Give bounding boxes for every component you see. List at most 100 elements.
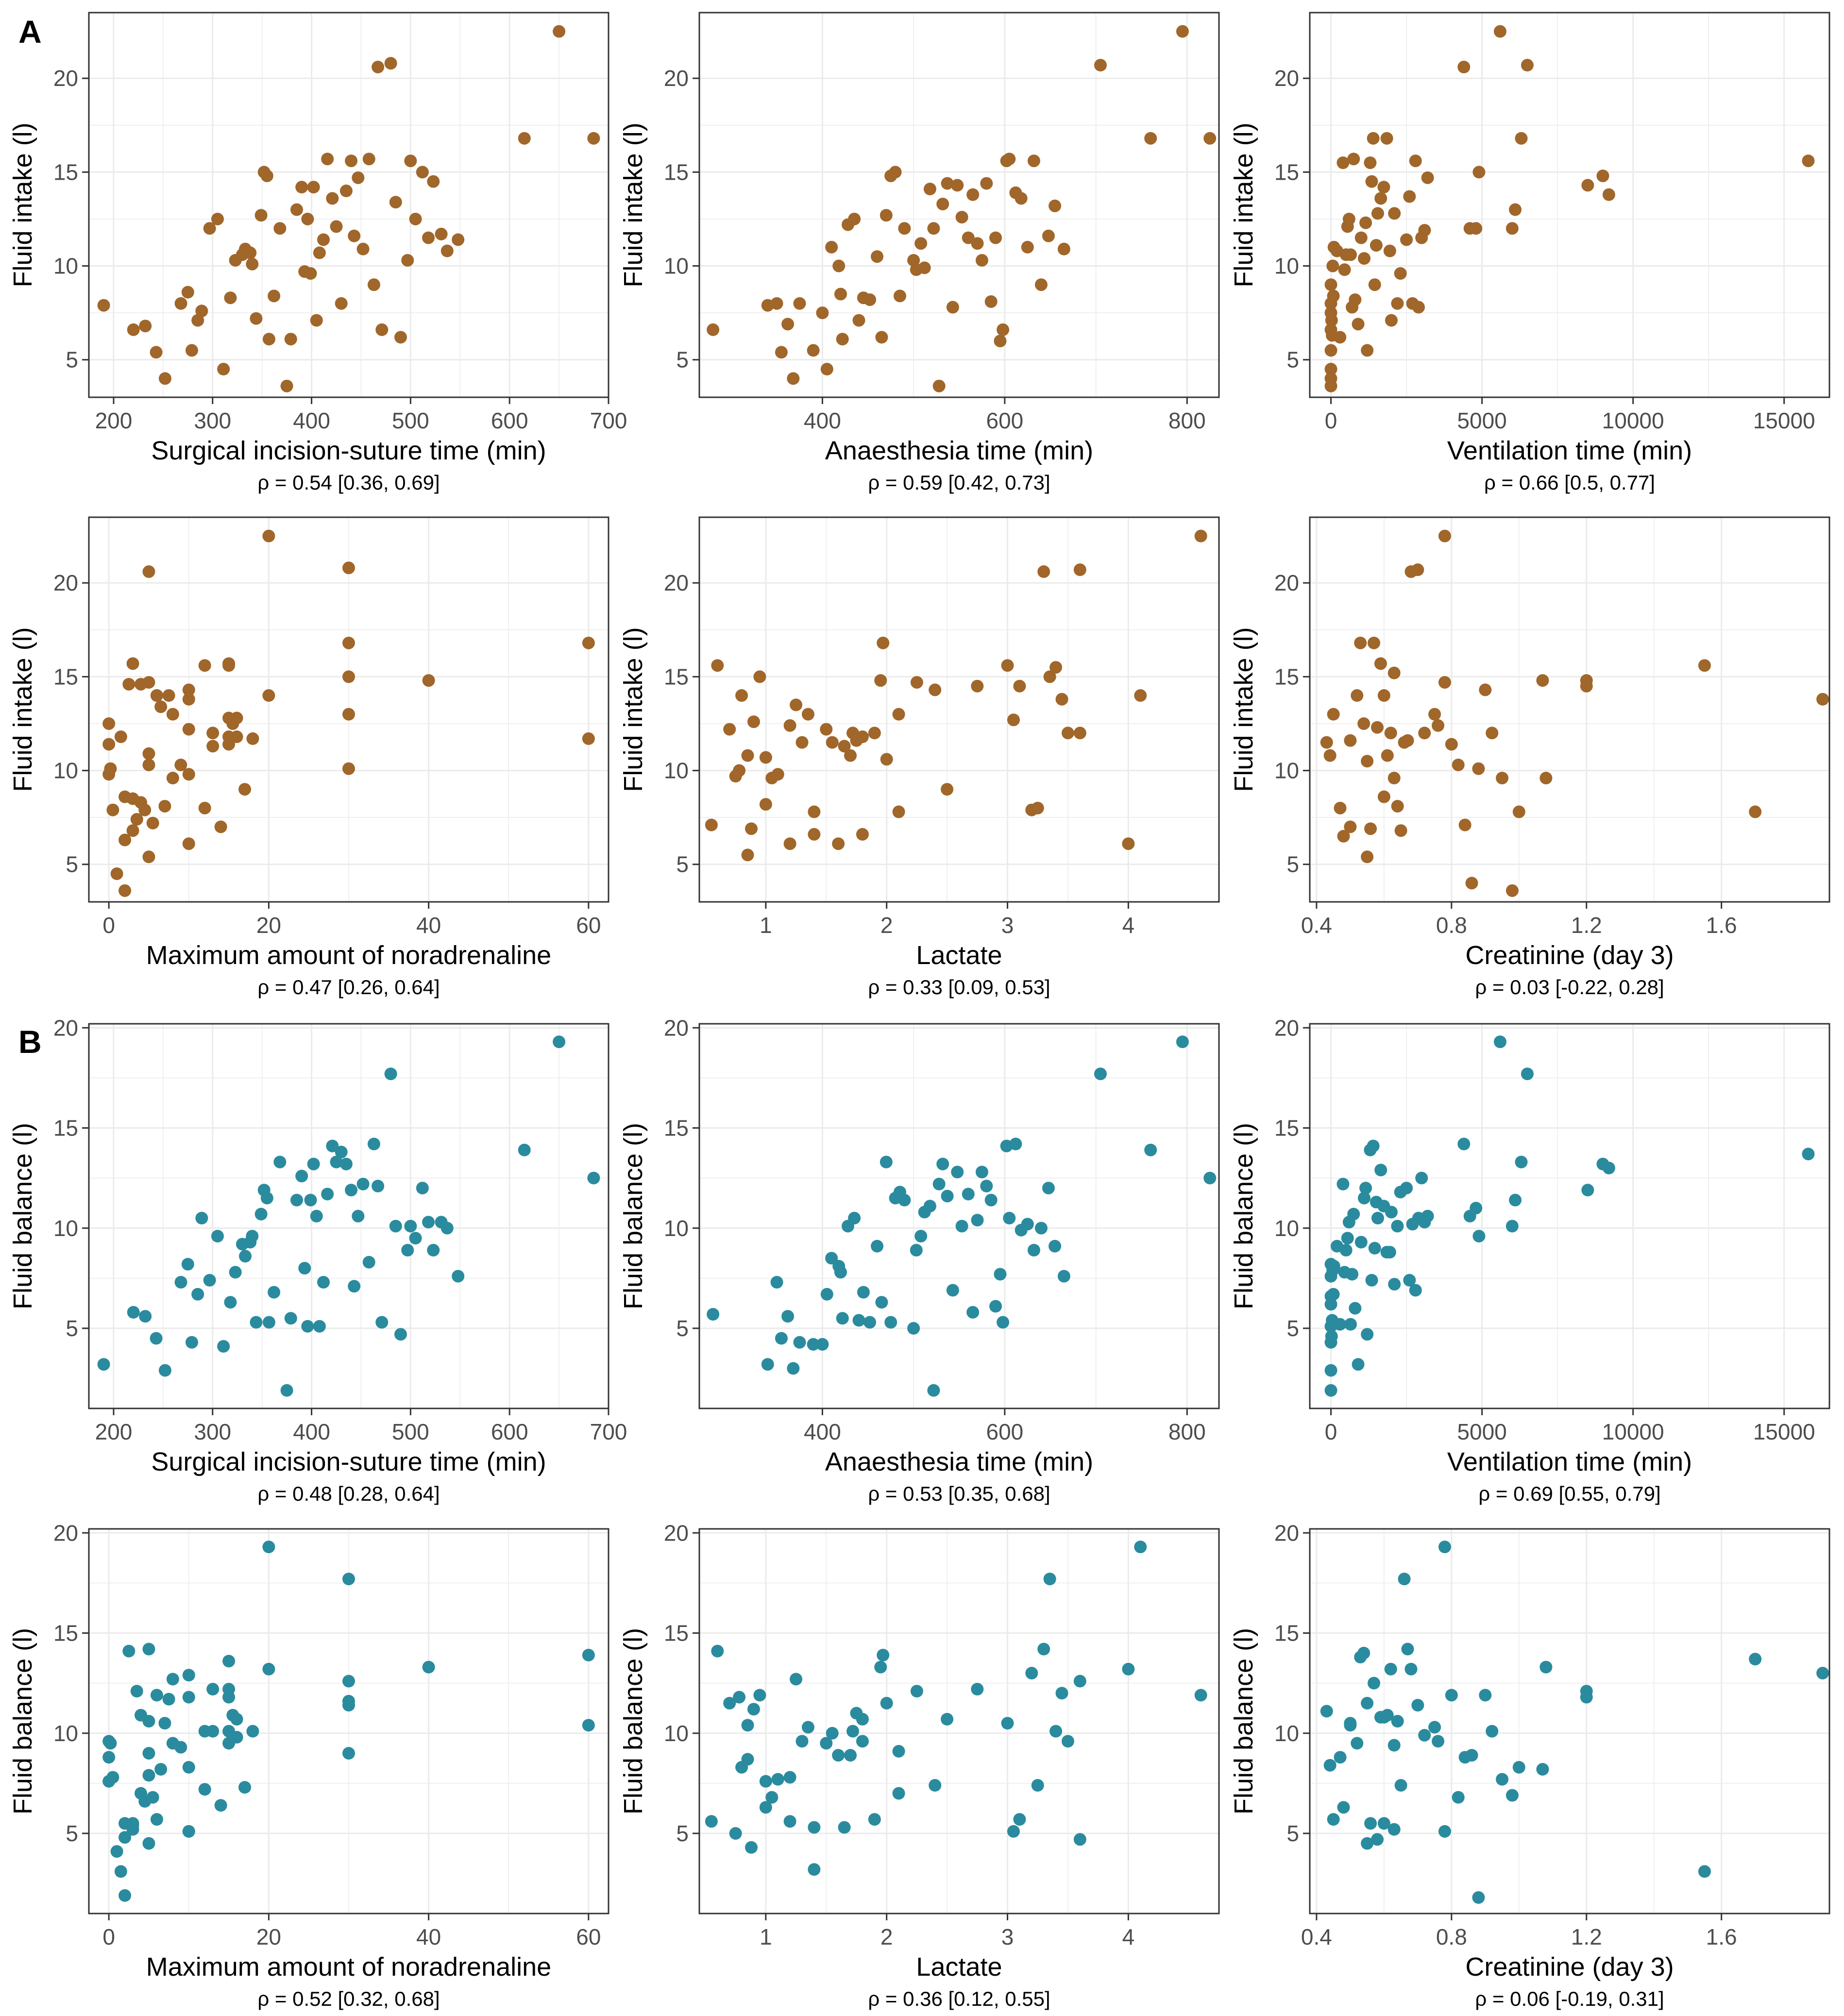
- data-point: [230, 1731, 243, 1744]
- data-point: [1698, 1865, 1711, 1878]
- data-point: [401, 254, 414, 267]
- y-tick-label: 5: [66, 852, 78, 877]
- data-point: [1400, 1182, 1413, 1195]
- data-point: [832, 1749, 845, 1762]
- data-point: [971, 679, 984, 693]
- data-point: [848, 1212, 861, 1225]
- data-point: [1061, 727, 1074, 740]
- data-point: [966, 188, 980, 201]
- data-point: [790, 698, 803, 712]
- data-point: [1493, 25, 1506, 38]
- data-point: [759, 751, 772, 764]
- data-point: [290, 1194, 303, 1206]
- data-point: [162, 1693, 175, 1706]
- data-point: [745, 1841, 758, 1854]
- data-point: [1320, 736, 1333, 749]
- data-point: [1539, 772, 1553, 785]
- data-point: [914, 1230, 928, 1243]
- data-point: [955, 1220, 968, 1233]
- data-point: [1357, 1646, 1370, 1660]
- data-point: [262, 529, 275, 542]
- x-tick-label: 0: [1325, 1419, 1337, 1444]
- data-point: [761, 1358, 774, 1371]
- data-point: [989, 1300, 1002, 1313]
- data-point: [1387, 666, 1401, 679]
- data-point: [356, 242, 370, 255]
- data-point: [185, 1336, 198, 1349]
- data-point: [122, 1644, 135, 1658]
- data-point: [246, 1230, 259, 1243]
- data-point: [808, 828, 821, 841]
- x-tick-label: 5000: [1457, 1419, 1506, 1444]
- y-tick-label: 5: [676, 1316, 689, 1341]
- data-point: [1359, 216, 1372, 229]
- data-point: [304, 267, 317, 280]
- x-tick-label: 10000: [1602, 1419, 1664, 1444]
- data-point: [781, 318, 795, 331]
- data-point: [936, 1157, 949, 1170]
- data-point: [834, 1266, 847, 1279]
- data-point: [946, 1284, 959, 1297]
- data-point: [927, 222, 940, 235]
- y-axis-title: Fluid intake (l): [8, 627, 37, 792]
- data-point: [775, 1332, 788, 1345]
- scatter-chart-1: 200 300 400 500 600 700 5 10 15 20 Surgical incisi…: [8, 12, 627, 494]
- data-point: [427, 175, 440, 188]
- data-point: [422, 674, 435, 687]
- scatter-chart-5: 1 2 3 4 5 10 15 20 Lactate Fluid intake (l) ρ = 0.…: [619, 516, 1220, 999]
- data-point: [154, 700, 168, 713]
- data-point: [1415, 1171, 1428, 1185]
- data-point: [182, 1825, 195, 1838]
- data-point: [787, 1362, 800, 1375]
- data-point: [852, 314, 865, 327]
- scatter-chart-4: 0 20 40 60 5 10 15 20 Maximum amount of noradren…: [8, 516, 609, 999]
- data-point: [150, 1689, 163, 1702]
- data-point: [1049, 661, 1063, 674]
- data-point: [217, 1340, 230, 1353]
- data-point: [1055, 1687, 1068, 1700]
- data-point: [1043, 1573, 1056, 1586]
- data-point: [1465, 877, 1478, 890]
- data-point: [1339, 1244, 1353, 1257]
- data-point: [1327, 708, 1340, 721]
- data-point: [863, 1316, 877, 1329]
- data-point: [723, 1696, 736, 1710]
- plot-area: [699, 517, 1219, 902]
- data-point: [185, 344, 198, 357]
- data-point: [984, 1194, 998, 1206]
- data-point: [711, 659, 724, 672]
- data-point: [262, 689, 275, 702]
- data-point: [877, 636, 890, 649]
- data-point: [1073, 1675, 1086, 1688]
- plot-frame: [88, 516, 609, 903]
- data-point: [1394, 1779, 1407, 1792]
- data-point: [342, 561, 355, 575]
- data-point: [783, 1771, 796, 1784]
- data-point: [211, 212, 224, 225]
- data-point: [962, 231, 975, 244]
- data-point: [1384, 1662, 1397, 1676]
- correlation-stat: ρ = 0.69 [0.55, 0.79]: [1478, 1482, 1660, 1505]
- y-tick-label: 10: [53, 1216, 78, 1241]
- data-point: [301, 212, 314, 225]
- x-tick-label: 500: [392, 408, 429, 433]
- data-point: [154, 1763, 168, 1776]
- data-point: [198, 1783, 211, 1796]
- data-point: [1324, 344, 1337, 357]
- data-point: [1536, 1763, 1549, 1776]
- x-tick-label: 15000: [1753, 1419, 1815, 1444]
- data-point: [1013, 1813, 1026, 1826]
- data-point: [118, 1831, 132, 1844]
- data-point: [910, 1685, 923, 1698]
- data-point: [741, 1753, 754, 1766]
- data-point: [174, 758, 187, 771]
- data-point: [1521, 59, 1534, 72]
- x-tick-label: 600: [491, 1419, 528, 1444]
- y-axis-title: Fluid intake (l): [619, 627, 648, 792]
- data-point: [244, 246, 257, 259]
- data-point: [705, 818, 718, 831]
- data-point: [1049, 1725, 1063, 1738]
- data-point: [729, 1827, 742, 1840]
- data-point: [1347, 1207, 1360, 1220]
- data-point: [874, 674, 887, 687]
